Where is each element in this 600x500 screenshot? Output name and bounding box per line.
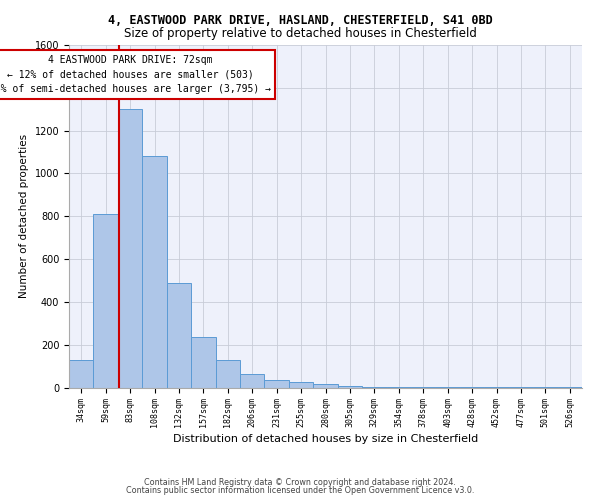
X-axis label: Distribution of detached houses by size in Chesterfield: Distribution of detached houses by size …: [173, 434, 478, 444]
Bar: [240, 374, 265, 388]
Bar: [167, 282, 191, 388]
Bar: [142, 156, 167, 388]
Bar: [69, 360, 94, 388]
Bar: [313, 384, 338, 388]
Text: Size of property relative to detached houses in Chesterfield: Size of property relative to detached ho…: [124, 28, 476, 40]
Text: Contains public sector information licensed under the Open Government Licence v3: Contains public sector information licen…: [126, 486, 474, 495]
Bar: [118, 109, 142, 388]
Bar: [94, 214, 118, 388]
Bar: [362, 387, 386, 388]
Text: Contains HM Land Registry data © Crown copyright and database right 2024.: Contains HM Land Registry data © Crown c…: [144, 478, 456, 487]
Bar: [265, 380, 289, 388]
Text: 4 EASTWOOD PARK DRIVE: 72sqm
← 12% of detached houses are smaller (503)
88% of s: 4 EASTWOOD PARK DRIVE: 72sqm ← 12% of de…: [0, 54, 271, 94]
Text: 4, EASTWOOD PARK DRIVE, HASLAND, CHESTERFIELD, S41 0BD: 4, EASTWOOD PARK DRIVE, HASLAND, CHESTER…: [107, 14, 493, 27]
Bar: [338, 386, 362, 388]
Bar: [191, 337, 215, 388]
Bar: [289, 382, 313, 388]
Y-axis label: Number of detached properties: Number of detached properties: [19, 134, 29, 298]
Bar: [215, 360, 240, 388]
